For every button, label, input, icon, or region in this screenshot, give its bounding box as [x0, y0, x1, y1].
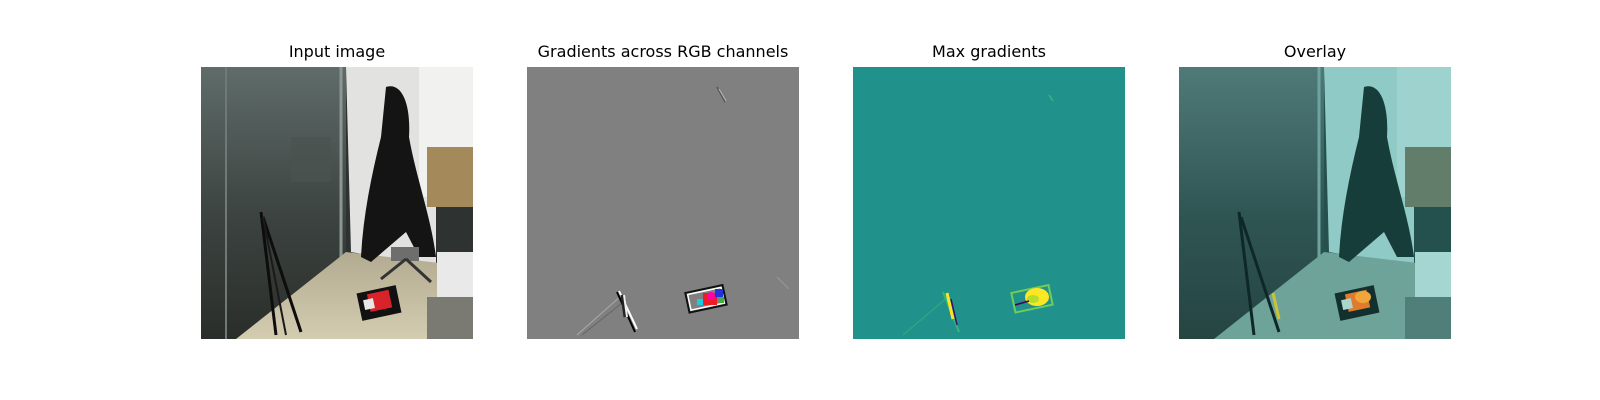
panel-input-image: Input image [201, 0, 473, 400]
panel-gradients-rgb: Gradients across RGB channels [527, 0, 799, 400]
panel-title: Gradients across RGB channels [527, 42, 799, 61]
input-image [201, 67, 473, 339]
panel-title: Max gradients [853, 42, 1125, 61]
max-gradients-image [853, 67, 1125, 339]
panel-title: Input image [201, 42, 473, 61]
overlay-image [1179, 67, 1451, 339]
gradients-rgb-image [527, 67, 799, 339]
panel-title: Overlay [1179, 42, 1451, 61]
panel-max-gradients: Max gradients [853, 0, 1125, 400]
panel-overlay: Overlay [1179, 0, 1451, 400]
